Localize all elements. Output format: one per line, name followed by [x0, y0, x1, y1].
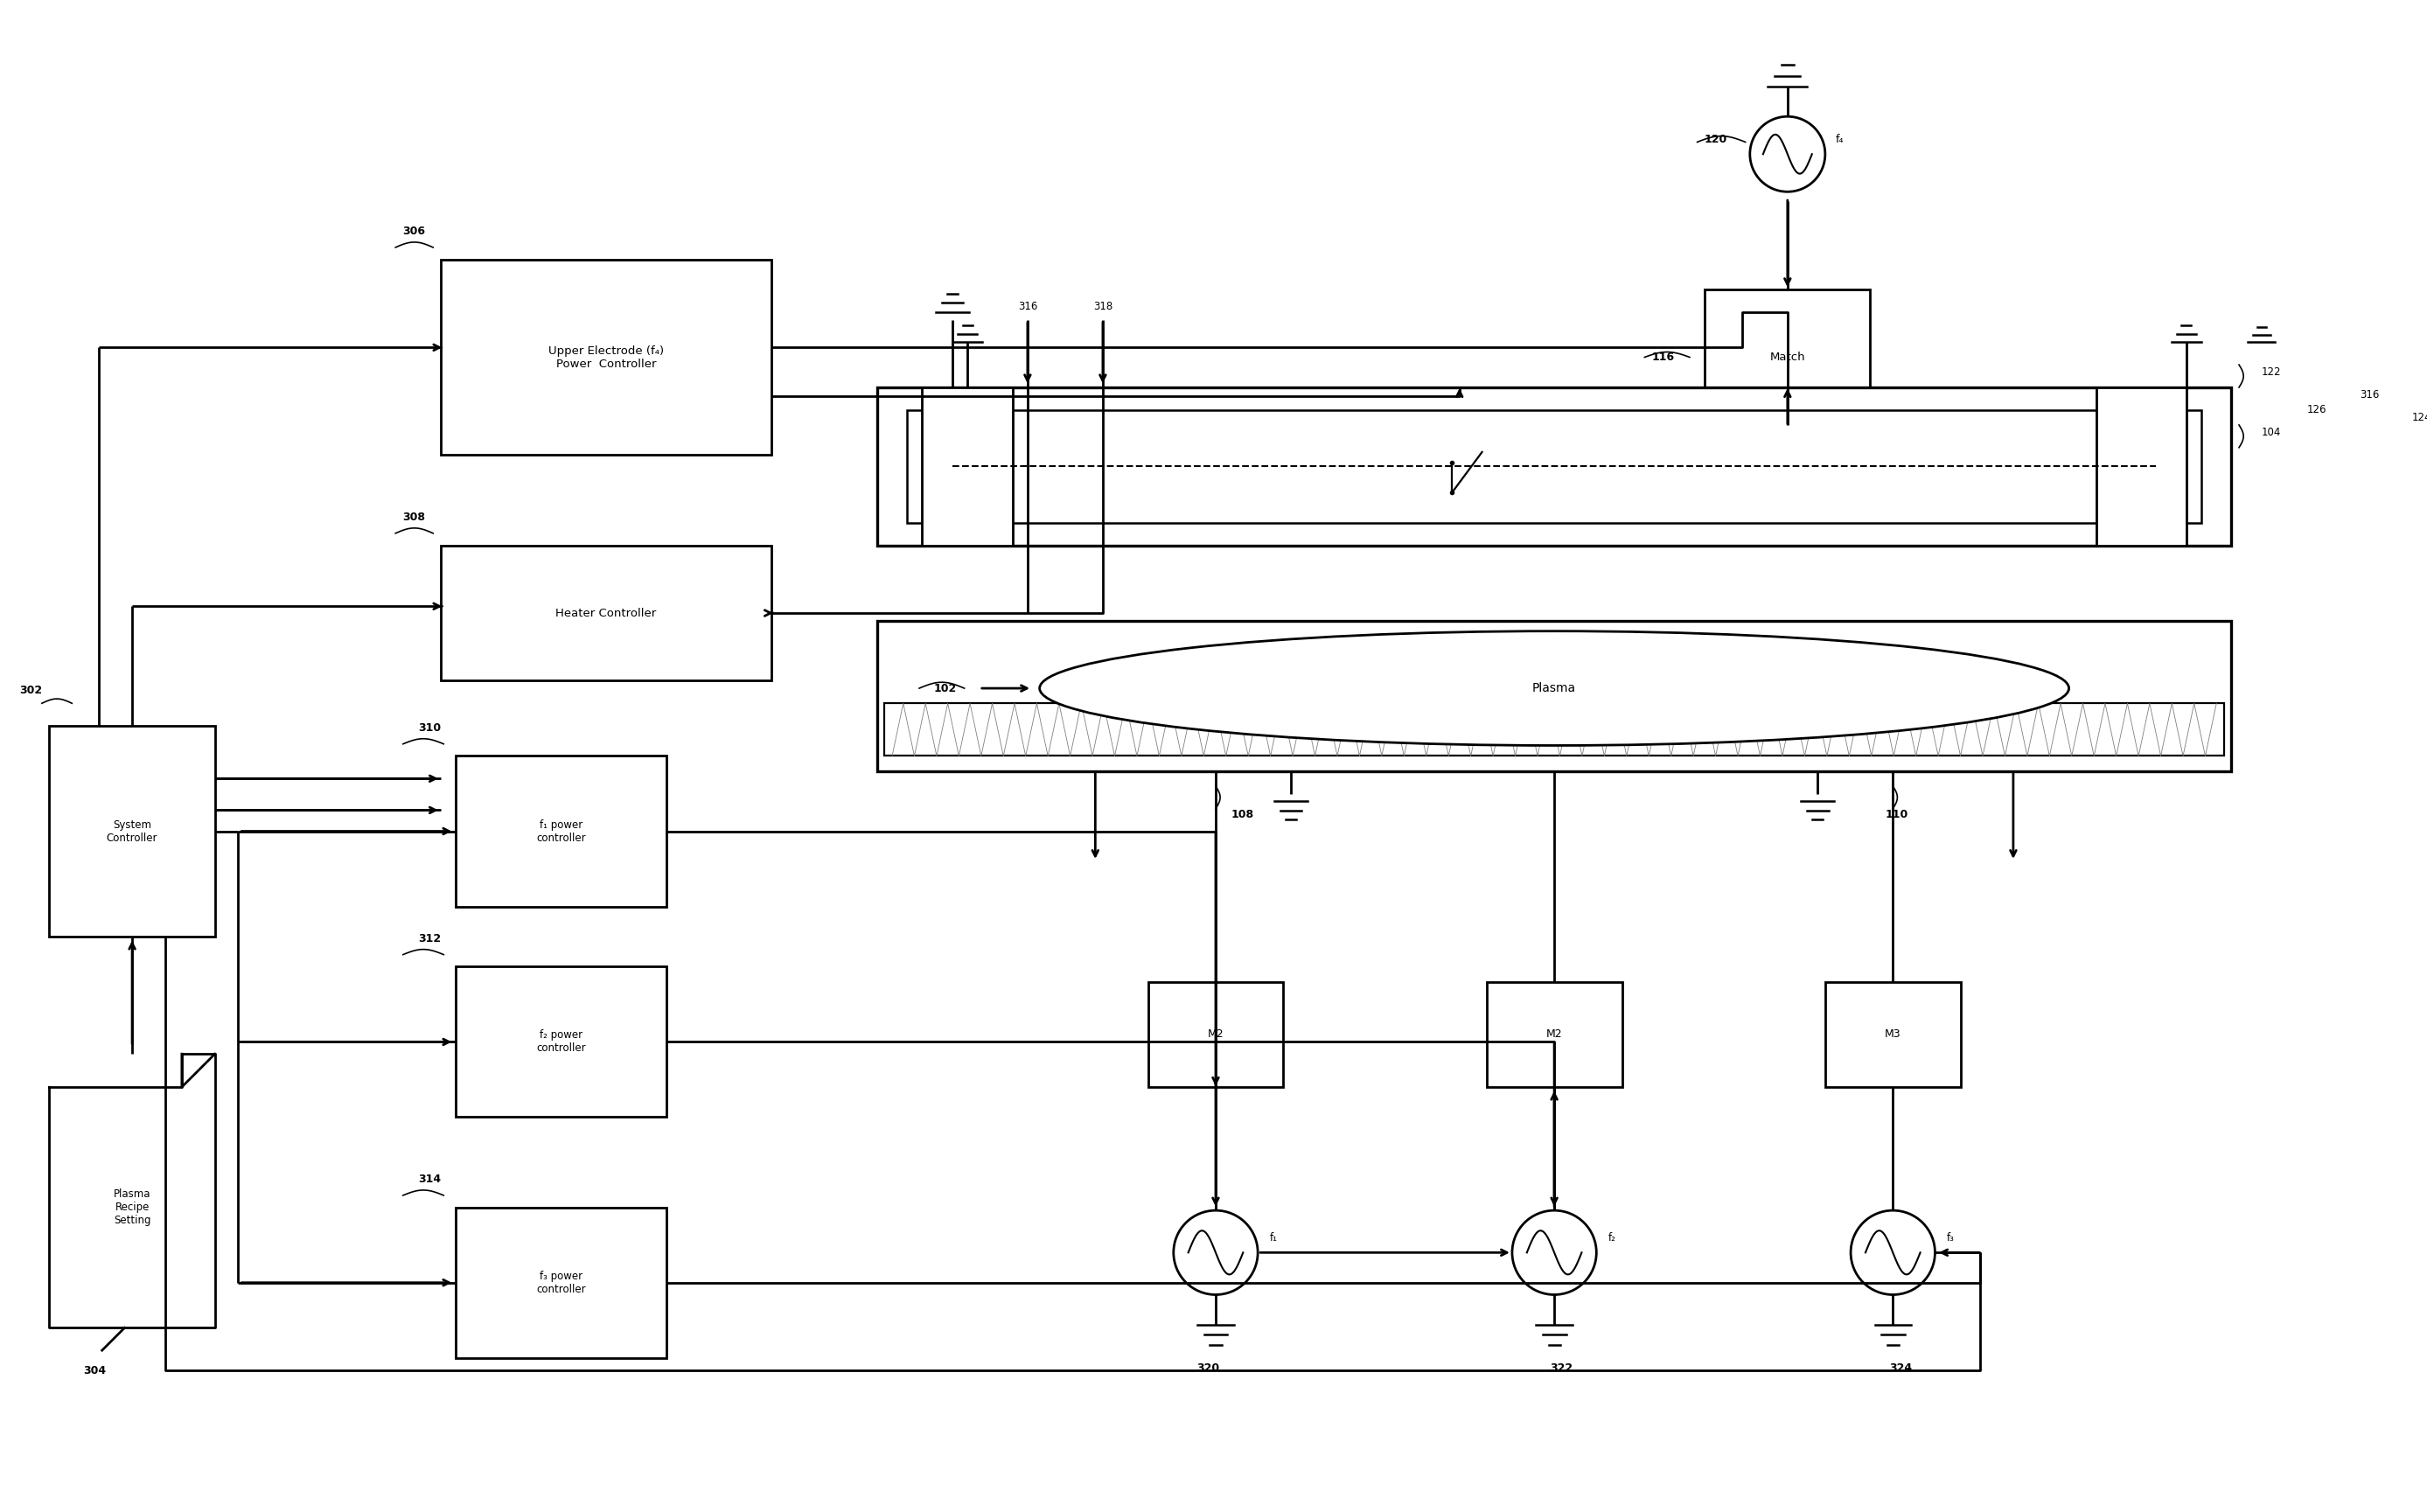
- Text: f₁: f₁: [1269, 1232, 1277, 1243]
- FancyBboxPatch shape: [2097, 387, 2187, 546]
- Text: Plasma: Plasma: [1531, 682, 1575, 694]
- Text: Upper Electrode (f₄)
Power  Controller: Upper Electrode (f₄) Power Controller: [549, 345, 665, 369]
- FancyBboxPatch shape: [442, 260, 772, 455]
- Text: System
Controller: System Controller: [107, 820, 158, 844]
- FancyBboxPatch shape: [876, 387, 2230, 546]
- FancyBboxPatch shape: [456, 756, 667, 907]
- FancyBboxPatch shape: [456, 1208, 667, 1358]
- FancyBboxPatch shape: [876, 620, 2230, 771]
- Text: f₂ power
controller: f₂ power controller: [536, 1030, 585, 1054]
- Text: 324: 324: [1888, 1362, 1912, 1374]
- Text: f₃: f₃: [1946, 1232, 1954, 1243]
- Polygon shape: [49, 1054, 216, 1328]
- Text: 320: 320: [1197, 1362, 1218, 1374]
- Text: 318: 318: [1092, 301, 1112, 311]
- Text: 322: 322: [1551, 1362, 1573, 1374]
- Text: f₄: f₄: [1835, 133, 1845, 145]
- Text: 314: 314: [417, 1173, 442, 1185]
- Text: 124: 124: [2412, 411, 2427, 423]
- Text: 122: 122: [2262, 366, 2281, 378]
- Text: 302: 302: [19, 685, 41, 696]
- Text: 312: 312: [417, 933, 442, 943]
- FancyBboxPatch shape: [1825, 981, 1961, 1087]
- Text: 102: 102: [934, 682, 956, 694]
- Text: M2: M2: [1546, 1028, 1563, 1040]
- Text: f₂: f₂: [1609, 1232, 1616, 1243]
- Text: 308: 308: [403, 511, 425, 523]
- Text: 120: 120: [1704, 133, 1728, 145]
- Text: 108: 108: [1230, 809, 1255, 820]
- Text: M3: M3: [1886, 1028, 1900, 1040]
- Text: Heater Controller: Heater Controller: [556, 608, 658, 618]
- Text: Plasma
Recipe
Setting: Plasma Recipe Setting: [114, 1188, 150, 1226]
- Ellipse shape: [1039, 631, 2068, 745]
- Text: 310: 310: [417, 723, 442, 733]
- Text: 116: 116: [1653, 352, 1675, 363]
- FancyBboxPatch shape: [49, 726, 216, 936]
- Text: M2: M2: [1209, 1028, 1223, 1040]
- FancyBboxPatch shape: [1148, 981, 1284, 1087]
- Text: f₁ power
controller: f₁ power controller: [536, 820, 585, 844]
- FancyBboxPatch shape: [442, 546, 772, 680]
- FancyBboxPatch shape: [908, 410, 2201, 523]
- Text: Match: Match: [1769, 352, 1806, 363]
- FancyBboxPatch shape: [1704, 289, 1871, 425]
- Text: f₃ power
controller: f₃ power controller: [536, 1270, 585, 1294]
- Text: 316: 316: [2359, 389, 2378, 401]
- Text: 316: 316: [1017, 301, 1036, 311]
- FancyBboxPatch shape: [1488, 981, 1621, 1087]
- FancyBboxPatch shape: [922, 387, 1012, 546]
- Text: 104: 104: [2262, 426, 2281, 438]
- Text: 110: 110: [1886, 809, 1908, 820]
- Text: 304: 304: [83, 1365, 107, 1377]
- Text: 126: 126: [2306, 404, 2327, 416]
- FancyBboxPatch shape: [883, 703, 2223, 756]
- FancyBboxPatch shape: [456, 966, 667, 1117]
- Text: 306: 306: [403, 225, 425, 237]
